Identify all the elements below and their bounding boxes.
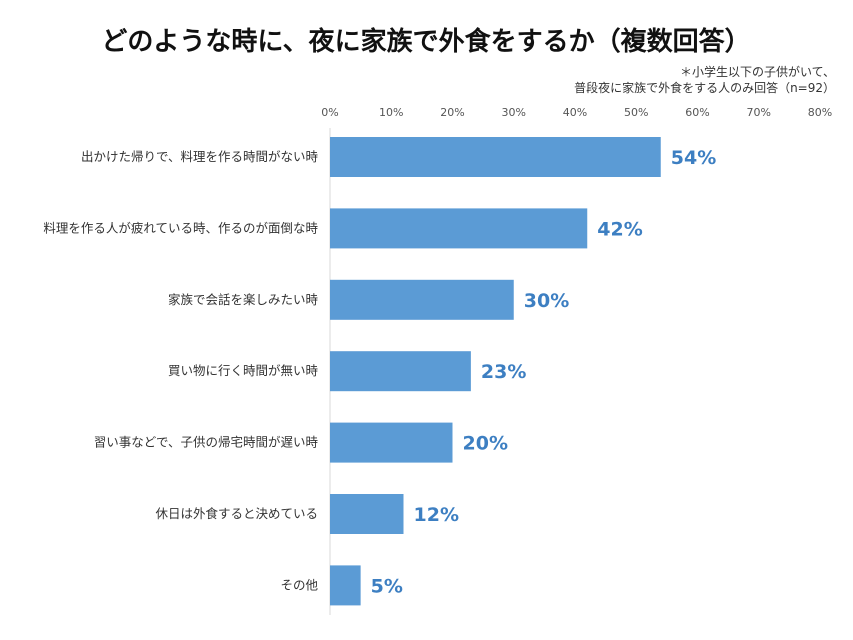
x-tick-label: 30% [502,106,526,119]
value-label: 30% [524,290,569,312]
category-label: 習い事などで、子供の帰宅時間が遅い時 [94,435,319,450]
value-label: 42% [597,218,642,240]
category-label: 家族で会話を楽しみたい時 [168,292,319,307]
x-tick-label: 0% [321,106,338,119]
chart-note-line-1: ＊小学生以下の子供がいて、 [680,64,835,79]
value-label: 12% [414,504,459,526]
chart-note-line-2: 普段夜に家族で外食をする人のみ回答（n=92） [574,80,835,95]
x-tick-label: 50% [624,106,648,119]
category-label: 出かけた帰りで、料理を作る時間がない時 [81,149,319,164]
category-label: 料理を作る人が疲れている時、作るのが面倒な時 [43,220,318,235]
bar [330,565,361,606]
value-label: 54% [671,147,716,169]
bar [330,494,404,534]
x-tick-label: 40% [563,106,587,119]
category-label: 買い物に行く時間が無い時 [168,363,319,378]
bar [330,208,588,249]
x-tick-label: 70% [747,106,771,119]
category-label: 休日は外食すると決めている [155,506,318,521]
x-tick-label: 20% [440,106,464,119]
x-tick-label: 10% [379,106,403,119]
value-label: 23% [481,361,526,383]
bar [330,279,514,320]
bar [330,422,453,463]
category-label: その他 [280,577,318,592]
chart-title: どのような時に、夜に家族で外食をするか（複数回答） [101,26,750,57]
value-label: 5% [371,575,403,597]
bar [330,351,471,392]
x-tick-label: 80% [808,106,832,119]
bar [330,137,661,177]
value-label: 20% [463,433,508,455]
x-tick-label: 60% [685,106,709,119]
